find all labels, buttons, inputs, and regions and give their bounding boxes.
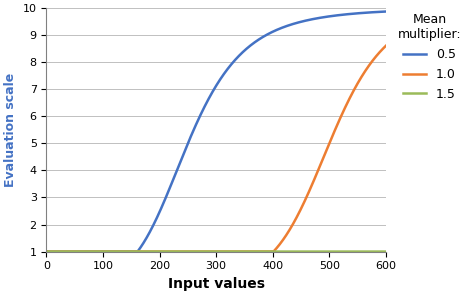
0.5: [57, 250, 63, 253]
1.5: [57, 250, 63, 253]
0.5: [44, 250, 49, 253]
1.5: [383, 250, 389, 253]
Y-axis label: Evaluation scale: Evaluation scale: [4, 73, 17, 187]
1.0: [57, 250, 63, 253]
X-axis label: Input values: Input values: [168, 277, 265, 291]
Legend: 0.5, 1.0, 1.5: 0.5, 1.0, 1.5: [393, 8, 466, 106]
1.5: [210, 250, 215, 253]
1.0: [44, 250, 49, 253]
0.5: [383, 10, 389, 13]
1.5: [45, 250, 51, 253]
1.0: [365, 65, 371, 69]
1.0: [110, 250, 116, 253]
1.0: [45, 250, 51, 253]
1.0: [383, 44, 389, 47]
0.5: [365, 11, 371, 14]
Line: 0.5: 0.5: [47, 12, 386, 252]
1.0: [210, 250, 215, 253]
1.0: [64, 250, 70, 253]
1.5: [110, 250, 116, 253]
0.5: [210, 90, 215, 94]
1.5: [365, 250, 371, 253]
0.5: [64, 250, 70, 253]
1.5: [44, 250, 49, 253]
0.5: [110, 250, 116, 253]
Line: 1.0: 1.0: [47, 46, 386, 252]
0.5: [45, 250, 51, 253]
1.5: [64, 250, 70, 253]
